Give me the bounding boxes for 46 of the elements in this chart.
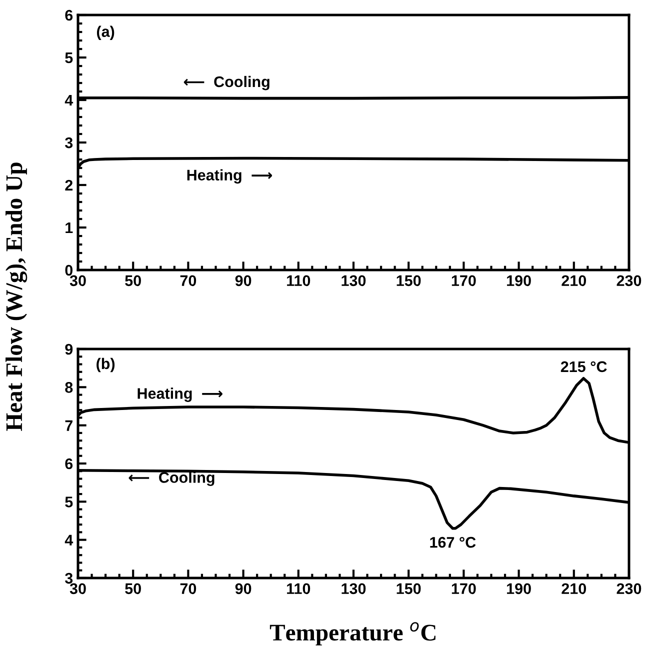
x-tick-label: 190	[507, 583, 531, 594]
x-tick-label: 150	[396, 583, 421, 594]
x-tick-label: 110	[287, 275, 310, 286]
annotation: 215 °C	[560, 361, 607, 372]
x-tick-label: 210	[562, 275, 586, 286]
y-tick-label: 6	[65, 10, 73, 21]
annotation: ⟵ Cooling	[184, 76, 270, 90]
annotation: Heating ⟶	[138, 388, 222, 402]
x-tick-label: 90	[235, 583, 252, 594]
y-tick-label: 1	[66, 222, 73, 234]
annotation: (b)	[96, 358, 115, 372]
y-tick-label: 7	[65, 420, 72, 431]
x-tick-label: 170	[452, 583, 476, 594]
x-tick-label: 190	[507, 275, 531, 286]
x-tick-label: 70	[180, 275, 196, 286]
x-tick-label: 30	[70, 583, 86, 594]
annotation: (a)	[96, 26, 114, 40]
x-tick-label: 150	[396, 275, 421, 286]
x-tick-label: 170	[452, 275, 476, 286]
y-tick-label: 4	[64, 534, 74, 546]
annotation: Heating ⟶	[187, 169, 272, 184]
x-tick-label: 70	[180, 583, 196, 594]
x-tick-label: 30	[70, 275, 86, 286]
y-tick-label: 6	[65, 458, 73, 470]
x-tick-label: 210	[562, 583, 586, 594]
x-tick-label: 90	[235, 275, 252, 286]
x-tick-label: 110	[287, 583, 310, 594]
x-tick-label: 230	[616, 583, 642, 594]
annotation: ⟵ Cooling	[128, 472, 214, 486]
x-tick-label: 230	[616, 275, 642, 286]
x-tick-label: 50	[125, 275, 141, 286]
y-tick-label: 0	[65, 264, 73, 276]
y-tick-label: 4	[64, 95, 74, 106]
y-tick-label: 8	[65, 382, 73, 393]
y-tick-label: 3	[64, 572, 73, 584]
y-tick-label: 3	[64, 137, 73, 148]
y-tick-label: 9	[65, 344, 73, 355]
annotation: 167 °C	[430, 536, 476, 548]
y-tick-label: 2	[65, 180, 73, 191]
x-tick-label: 130	[342, 275, 366, 286]
y-tick-label: 5	[65, 52, 73, 64]
x-tick-label: 50	[125, 583, 141, 594]
y-tick-label: 5	[65, 496, 73, 508]
x-axis-title: Temperature $^{o}$C	[270, 622, 436, 646]
y-axis-title: Heat Flow (W/g), Endo Up	[6, 162, 28, 431]
x-tick-label: 130	[342, 583, 366, 594]
